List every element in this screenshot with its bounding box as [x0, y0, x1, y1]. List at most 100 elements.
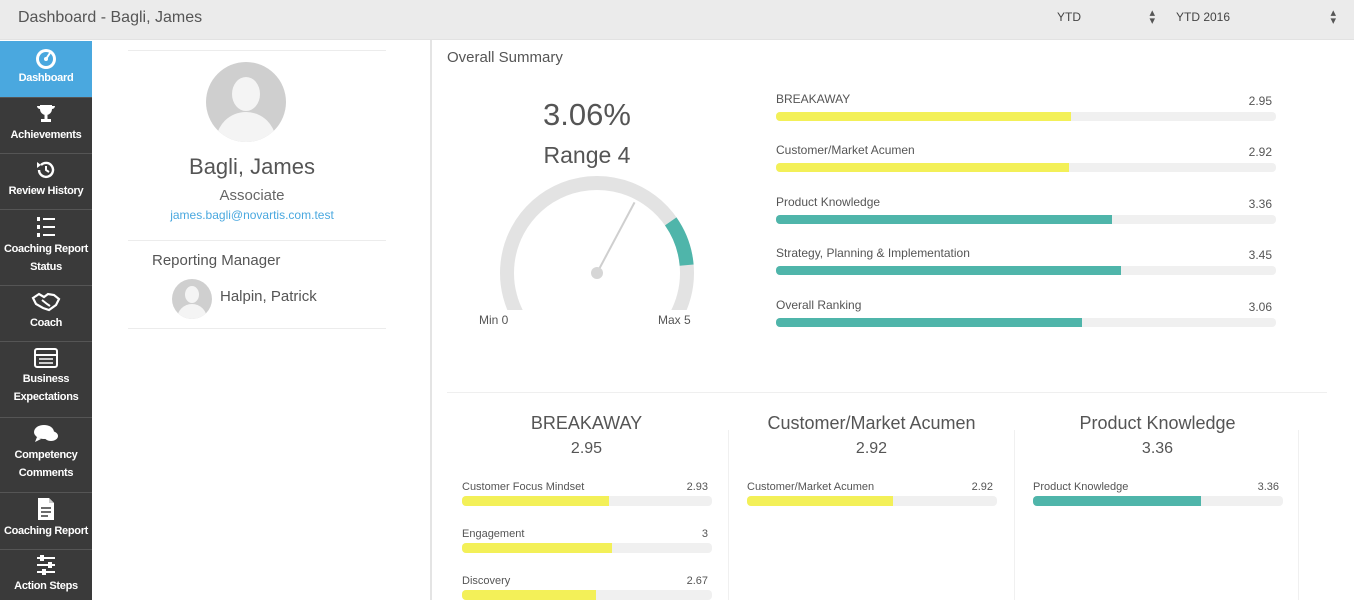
sub-metric: Customer Focus Mindset 2.93	[462, 481, 712, 511]
metric-bar-fill	[776, 112, 1071, 121]
divider	[128, 328, 386, 329]
sidebar-item-coaching-report[interactable]: Coaching Report	[0, 493, 92, 550]
select-arrows-icon: ▴ ▾	[1149, 7, 1155, 27]
reporting-manager-label: Reporting Manager	[152, 252, 281, 269]
overall-gauge	[500, 176, 694, 310]
sub-metric-value: 2.92	[971, 481, 993, 493]
sidebar-item-review-history[interactable]: Review History	[0, 154, 92, 210]
detail-value: 2.92	[855, 440, 888, 457]
gauge-band	[664, 217, 694, 267]
section-divider	[447, 392, 1327, 393]
sidebar-item-label: Coaching Report	[3, 525, 89, 537]
sidebar-item-label: Achievements	[10, 129, 82, 141]
sub-metric-fill	[462, 543, 612, 553]
metric-value: 3.36	[1248, 197, 1272, 211]
table-icon	[34, 348, 58, 368]
detail-title: Customer/Market Acumen	[767, 413, 976, 433]
sidebar-item-dashboard[interactable]: Dashboard	[0, 41, 92, 98]
metric-bar-fill	[776, 318, 1082, 327]
top-bar: Dashboard - Bagli, James YTD ▴ ▾ YTD 2016…	[0, 0, 1354, 40]
list-icon	[37, 217, 55, 237]
gauge-track	[500, 176, 694, 310]
page-title: Dashboard - Bagli, James	[18, 9, 203, 26]
sub-metric-value: 2.93	[686, 481, 708, 493]
profile-email-link[interactable]: james.bagli@novartis.com.test	[170, 208, 334, 222]
manager-name[interactable]: Halpin, Patrick	[220, 288, 317, 305]
metric-bar-track	[776, 266, 1276, 275]
metric-label: Product Knowledge	[776, 195, 881, 209]
select-arrows-icon: ▴ ▾	[1330, 7, 1336, 27]
period-select[interactable]: YTD ▴ ▾	[1057, 7, 1155, 28]
sub-metric-fill	[747, 496, 893, 506]
sidebar-item-coach[interactable]: Coach	[0, 286, 92, 342]
sidebar-item-coaching-report-status[interactable]: Coaching Report Status	[0, 210, 92, 286]
sidebar-item-label: Action Steps	[14, 580, 78, 592]
sub-metric-label: Engagement	[462, 528, 525, 540]
overall-summary-title: Overall Summary	[447, 49, 563, 66]
metric-overall-ranking: Overall Ranking 3.06	[776, 298, 1276, 338]
profile-card: Bagli, James Associate james.bagli@novar…	[118, 50, 386, 330]
detail-title: Product Knowledge	[1079, 413, 1236, 433]
metric-value: 3.06	[1248, 300, 1272, 314]
column-separator	[1014, 430, 1015, 600]
overall-range: Range 4	[543, 142, 631, 168]
metric-bar-track	[776, 318, 1276, 327]
detail-customer-market-acumen: Customer/Market Acumen 2.92 Customer/Mar…	[729, 405, 1014, 600]
year-select[interactable]: YTD 2016 ▴ ▾	[1176, 7, 1336, 28]
metric-bar-fill	[776, 215, 1112, 224]
metric-bar-fill	[776, 163, 1069, 172]
sidebar-item-label: Business Expectations	[13, 373, 79, 403]
sub-metric: Discovery 2.67	[462, 575, 712, 600]
sidebar-item-label: Competency Comments	[14, 449, 78, 479]
sidebar-item-achievements[interactable]: Achievements	[0, 98, 92, 154]
sub-metric-track	[462, 543, 712, 553]
column-divider	[430, 40, 432, 600]
profile-role: Associate	[219, 187, 285, 204]
sub-metric-fill	[1033, 496, 1201, 506]
metric-breakaway: BREAKAWAY 2.95	[776, 92, 1276, 132]
sub-metric: Engagement 3	[462, 528, 712, 558]
comments-icon	[34, 425, 58, 442]
gauge-needle	[596, 201, 636, 274]
sidebar-item-label: Review History	[8, 185, 84, 197]
sidebar-item-action-steps[interactable]: Action Steps	[0, 550, 92, 600]
detail-product-knowledge: Product Knowledge 3.36 Product Knowledge…	[1015, 405, 1300, 600]
gauge-hub	[591, 267, 603, 279]
sidebar-item-competency-comments[interactable]: Competency Comments	[0, 418, 92, 493]
metric-label: BREAKAWAY	[776, 92, 851, 106]
metric-bar-track	[776, 163, 1276, 172]
detail-breakaway: BREAKAWAY 2.95 Customer Focus Mindset 2.…	[444, 405, 729, 600]
metric-bar-track	[776, 215, 1276, 224]
dashboard-gauge-icon	[36, 49, 56, 69]
overall-percent: 3.06%	[543, 97, 631, 132]
sub-metric-value: 3.36	[1257, 481, 1279, 493]
profile-name: Bagli, James	[189, 154, 315, 179]
column-separator	[1298, 430, 1299, 600]
metric-product-knowledge: Product Knowledge 3.36	[776, 195, 1276, 235]
metric-value: 2.92	[1248, 145, 1272, 159]
column-separator	[728, 430, 729, 600]
sub-metric-value: 3	[701, 528, 708, 540]
metric-label: Overall Ranking	[776, 298, 862, 312]
sub-metric-label: Customer Focus Mindset	[462, 481, 585, 493]
divider	[128, 240, 386, 241]
metric-value: 3.45	[1248, 248, 1272, 262]
sub-metric-track	[462, 496, 712, 506]
detail-title: BREAKAWAY	[530, 413, 643, 433]
handshake-icon	[31, 292, 61, 312]
history-icon	[37, 161, 55, 179]
user-avatar	[206, 62, 286, 142]
metric-customer-market-acumen: Customer/Market Acumen 2.92	[776, 143, 1276, 183]
gauge-max-label: Max 5	[658, 313, 691, 327]
sub-metric-track	[1033, 496, 1283, 506]
metric-bar-track	[776, 112, 1276, 121]
sidebar-item-label: Coaching Report Status	[3, 243, 89, 273]
sidebar-item-business-expectations[interactable]: Business Expectations	[0, 342, 92, 418]
metric-label: Strategy, Planning & Implementation	[776, 246, 970, 260]
sub-metric-label: Customer/Market Acumen	[747, 481, 875, 493]
trophy-icon	[37, 105, 55, 122]
sliders-icon	[37, 555, 55, 575]
period-select-value: YTD	[1057, 10, 1081, 24]
sub-metric: Customer/Market Acumen 2.92	[747, 481, 997, 511]
sub-metric-value: 2.67	[686, 575, 708, 587]
